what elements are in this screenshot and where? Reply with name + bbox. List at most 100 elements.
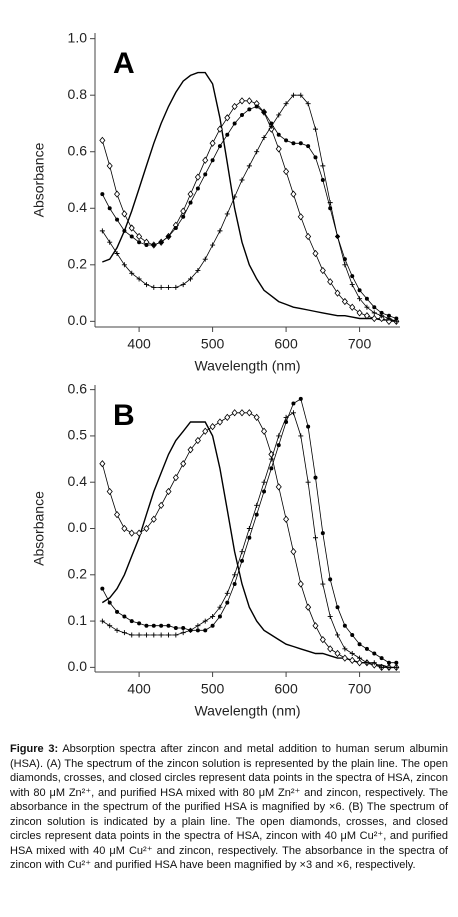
circle-marker — [379, 310, 384, 315]
diamond-marker — [290, 548, 297, 556]
diamond-marker — [246, 97, 253, 105]
circle-marker — [166, 234, 171, 239]
cross-marker — [268, 456, 274, 462]
circle-marker — [298, 396, 303, 401]
diamond-marker — [297, 213, 304, 221]
diamond-marker — [224, 413, 231, 422]
cross-marker — [276, 433, 282, 439]
diamond-marker — [334, 649, 341, 658]
diamond-marker — [341, 654, 348, 662]
cross-marker — [224, 590, 230, 596]
cross-marker — [320, 581, 326, 587]
circle-marker — [173, 226, 178, 231]
diamond-marker — [150, 515, 157, 523]
cross-marker — [371, 310, 377, 316]
circle-marker — [284, 138, 289, 143]
circle-marker — [306, 424, 311, 429]
circle-marker — [181, 626, 186, 631]
cross-marker — [173, 632, 179, 638]
diamond-marker — [99, 460, 106, 468]
x-axis-label: Wavelength (nm) — [194, 703, 300, 719]
x-axis-label: Wavelength (nm) — [194, 358, 300, 374]
diamond-marker — [106, 162, 113, 170]
cross-marker — [349, 650, 355, 656]
diamond-marker — [371, 314, 378, 323]
circle-marker — [394, 316, 399, 321]
diamond-marker — [158, 501, 165, 509]
x-tick-label: 400 — [127, 681, 151, 697]
circle-marker — [159, 623, 164, 628]
cross-marker — [173, 284, 179, 290]
circle-marker — [298, 141, 303, 146]
diamond-marker — [180, 207, 187, 215]
circle-marker — [306, 144, 311, 149]
circle-marker — [107, 206, 112, 211]
cross-marker — [327, 613, 333, 619]
diamond-marker — [180, 460, 187, 468]
cross-marker — [342, 646, 348, 652]
circle-marker — [115, 609, 120, 614]
cross-marker — [129, 270, 135, 276]
cross-marker — [246, 163, 252, 169]
circle-marker — [151, 623, 156, 628]
y-tick-label: 0.8 — [68, 86, 88, 102]
cross-marker — [379, 664, 385, 670]
circle-marker — [137, 240, 142, 245]
circle-marker — [217, 144, 222, 149]
cross-marker — [217, 228, 223, 234]
cross-marker — [114, 627, 120, 633]
cross-marker — [386, 664, 392, 670]
cross-marker — [210, 242, 216, 248]
circle-marker — [320, 531, 325, 536]
cross-marker — [254, 149, 260, 155]
cross-marker — [312, 126, 318, 132]
cross-marker — [276, 112, 282, 118]
y-tick-label: 0.0 — [68, 312, 88, 328]
cross-marker — [342, 262, 348, 268]
circle-marker — [350, 274, 355, 279]
cross-marker — [320, 163, 326, 169]
panel-label: A — [113, 47, 135, 80]
circle-marker — [342, 257, 347, 262]
circle-marker — [291, 141, 296, 146]
cross-marker — [202, 618, 208, 624]
circle-marker — [151, 243, 156, 248]
circle-marker — [181, 214, 186, 219]
cross-marker — [357, 655, 363, 661]
cross-marker — [298, 92, 304, 98]
diamond-marker — [216, 418, 223, 426]
cross-marker — [180, 630, 186, 636]
circle-marker — [247, 107, 252, 112]
cross-marker — [239, 177, 245, 183]
circle-marker — [129, 234, 134, 239]
series-line — [101, 412, 397, 668]
circle-marker — [122, 614, 127, 619]
series-line — [102, 412, 397, 668]
diamond-marker — [290, 190, 297, 198]
y-axis-label: Absorbance — [31, 491, 47, 566]
diamond-marker — [378, 314, 385, 323]
diamond-marker — [187, 446, 194, 454]
cross-marker — [357, 296, 363, 302]
diamond-marker — [261, 427, 268, 435]
diamond-marker — [202, 156, 209, 164]
circle-marker — [195, 186, 200, 191]
circle-marker — [320, 178, 325, 182]
cross-marker — [393, 664, 399, 670]
circle-marker — [328, 206, 333, 211]
diamond-marker — [305, 232, 312, 241]
diamond-marker — [202, 427, 209, 435]
diamond-marker — [136, 529, 143, 537]
cross-marker — [114, 251, 120, 256]
circle-marker — [107, 600, 112, 605]
circle-marker — [284, 420, 289, 425]
y-tick-label: 0.6 — [68, 380, 88, 396]
diamond-marker — [334, 289, 341, 297]
circle-marker — [364, 296, 369, 301]
circle-marker — [225, 132, 230, 137]
series-line — [101, 94, 397, 322]
cross-marker — [312, 535, 318, 541]
circle-marker — [247, 535, 252, 540]
diamond-marker — [231, 102, 238, 111]
